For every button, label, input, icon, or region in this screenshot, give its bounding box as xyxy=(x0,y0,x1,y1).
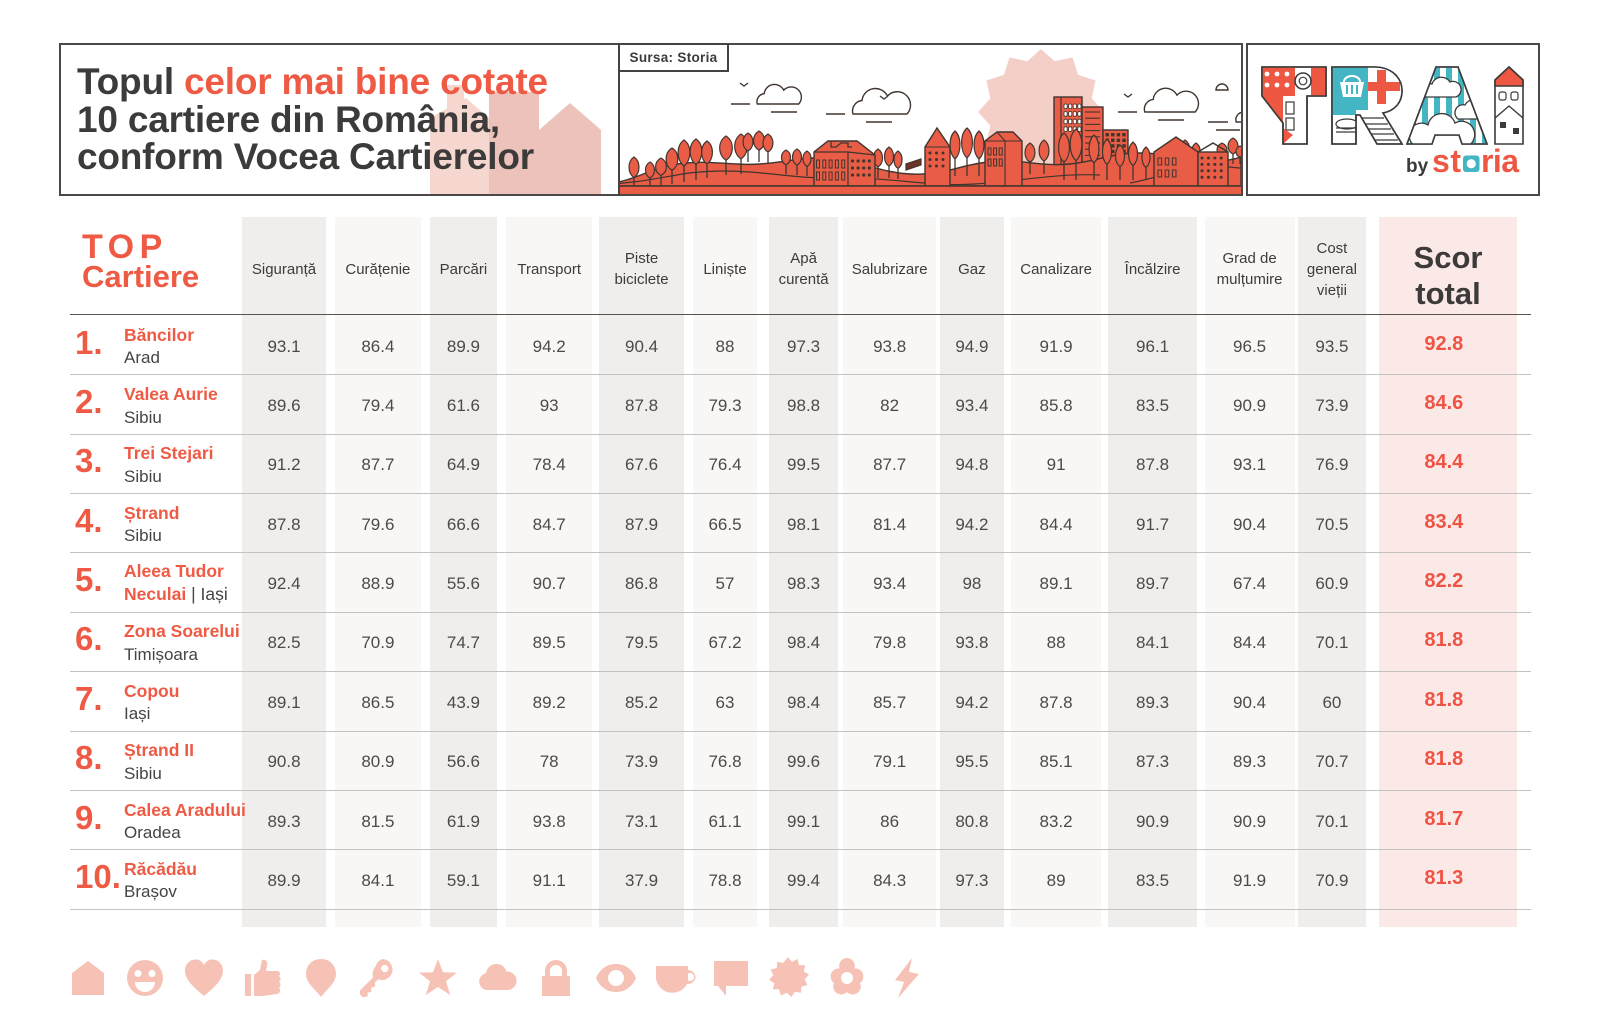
svg-text:ria: ria xyxy=(1481,143,1519,179)
svg-text:st: st xyxy=(1432,143,1461,179)
svg-text:by: by xyxy=(1406,156,1429,177)
